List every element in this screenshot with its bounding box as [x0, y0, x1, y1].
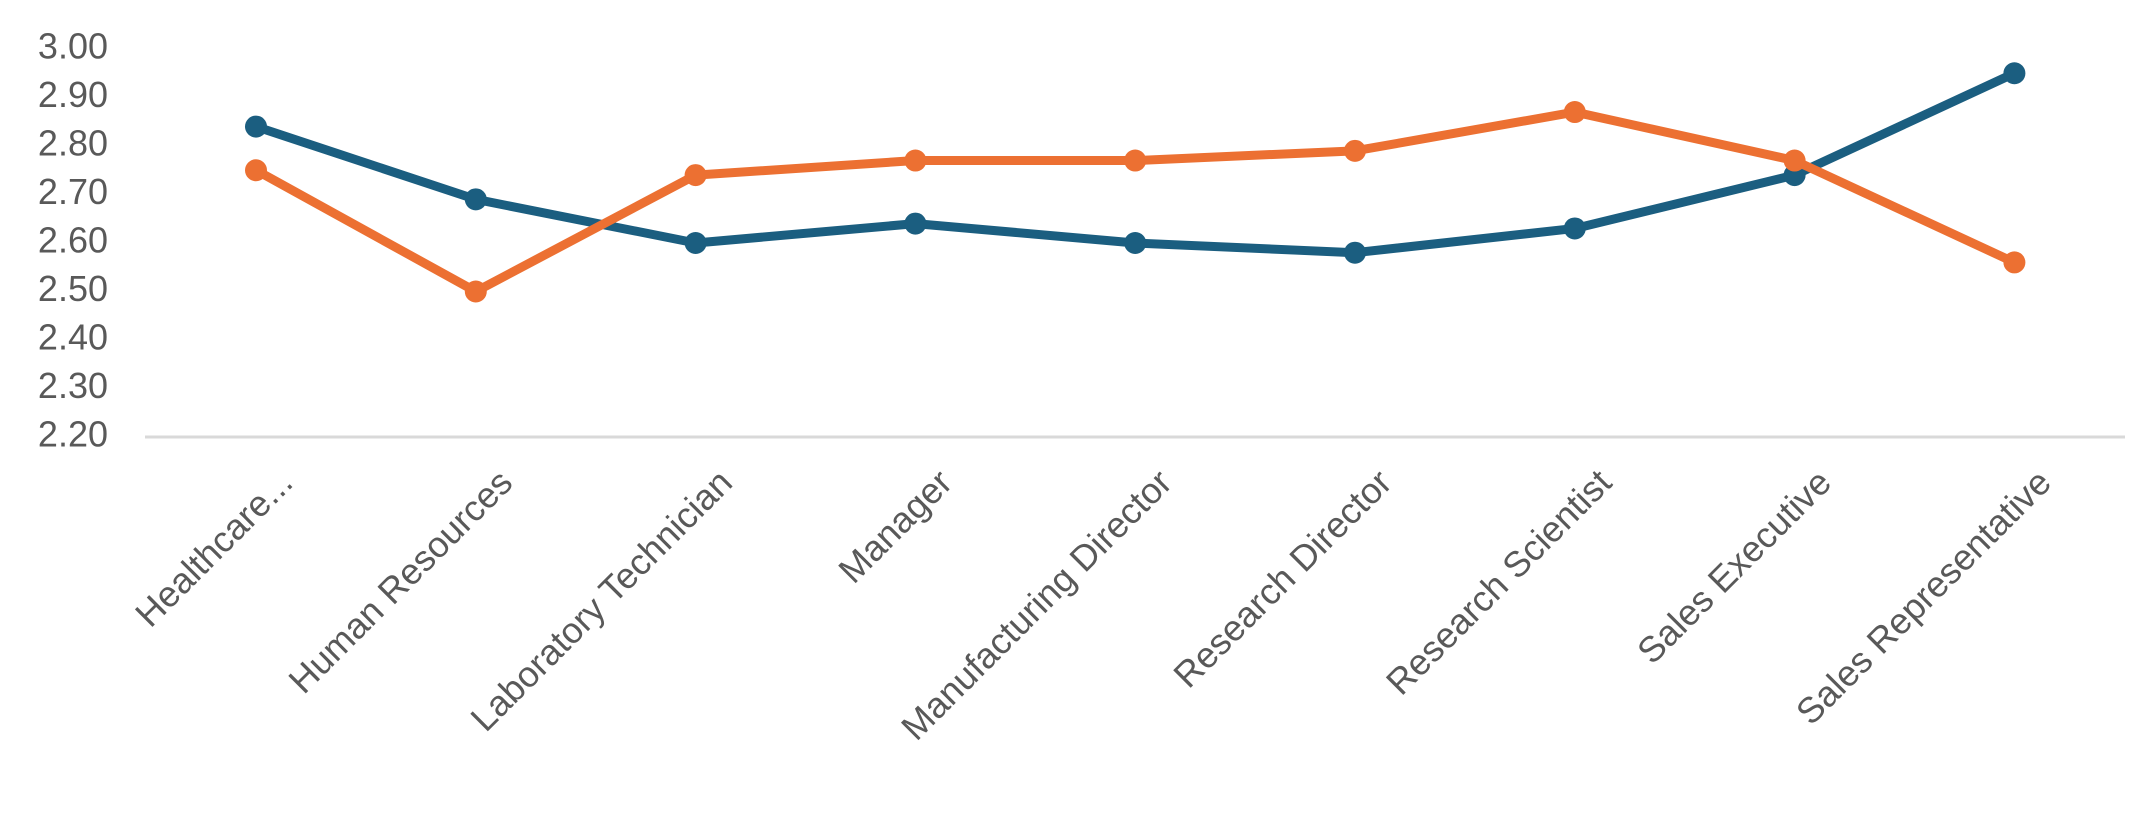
- y-axis-ticks: 2.20 2.30 2.40 2.50 2.60 2.70 2.80 2.90 3.00: [38, 26, 108, 455]
- series-layer: [245, 62, 2026, 303]
- series-1-point: [464, 188, 487, 211]
- series-2-point: [1783, 149, 1806, 172]
- y-tick-label: 2.70: [38, 171, 108, 212]
- x-category-label: Research Scientist: [1378, 461, 1619, 702]
- series-1-point: [2003, 62, 2026, 85]
- series-2-point: [1124, 149, 1147, 172]
- y-tick-label: 2.50: [38, 268, 108, 309]
- x-category-label: Sales Executive: [1629, 461, 1839, 671]
- y-tick-label: 2.80: [38, 123, 108, 164]
- series-1-point: [904, 212, 927, 235]
- x-category-label: Human Resources: [280, 461, 520, 701]
- series-2-point: [1563, 101, 1586, 124]
- series-2-point: [1344, 139, 1366, 162]
- y-tick-label: 2.30: [38, 365, 108, 406]
- y-tick-label: 2.40: [38, 317, 108, 358]
- x-category-label: Sales Representative: [1788, 461, 2059, 732]
- series-1-point: [684, 232, 707, 254]
- series-2-point: [684, 164, 707, 187]
- series-1-point: [1124, 232, 1147, 254]
- series-2-point: [464, 280, 487, 303]
- series-1-point: [1344, 241, 1366, 264]
- series-1-point: [1563, 217, 1586, 240]
- series-2: [245, 101, 2026, 303]
- y-tick-label: 2.20: [38, 414, 108, 455]
- x-category-label: Healthcare...: [127, 461, 300, 634]
- series-2-point: [904, 149, 927, 172]
- y-tick-label: 2.60: [38, 220, 108, 261]
- series-2-line: [251, 107, 2019, 296]
- x-category-label: Manager: [830, 461, 959, 590]
- series-1: [245, 62, 2026, 264]
- series-2-point: [2003, 251, 2026, 274]
- series-1-point: [245, 115, 267, 138]
- y-tick-label: 2.90: [38, 74, 108, 115]
- series-2-point: [245, 159, 267, 182]
- y-tick-label: 3.00: [38, 26, 108, 67]
- x-category-label: Research Director: [1165, 461, 1399, 695]
